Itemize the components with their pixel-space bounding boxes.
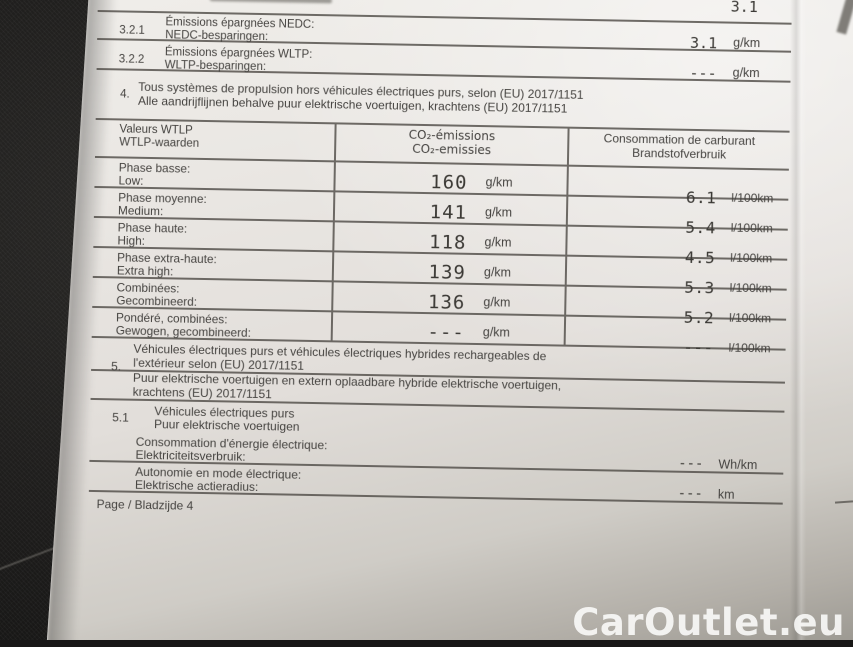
co2-unit: g/km xyxy=(485,174,513,190)
header-col2-nl: CO₂-emissies xyxy=(412,141,492,157)
fuel-unit: l/100km xyxy=(731,190,774,205)
co2-value: 141 xyxy=(429,200,468,224)
row-labels: Combinées: Gecombineerd: xyxy=(92,278,331,310)
row-number: 3.2.2 xyxy=(118,53,145,66)
row-labels: Phase haute: High: xyxy=(93,218,332,250)
co2-unit: g/km xyxy=(484,204,513,220)
fuel-unit: l/100km xyxy=(729,310,772,325)
row-unit: km xyxy=(717,486,735,502)
row-labels: Émissions épargnées NEDC: NEDC-besparing… xyxy=(165,15,314,44)
co2-value: 136 xyxy=(427,290,466,314)
section-4-heading: 4. Tous systèmes de propulsion hors véhi… xyxy=(96,80,790,123)
co2-unit: g/km xyxy=(482,324,511,340)
section-lines: Tous systèmes de propulsion hors véhicul… xyxy=(138,80,584,119)
section-number: 5.1 xyxy=(112,410,130,425)
row-unit: g/km xyxy=(733,35,761,50)
fuel-value: 4.5 xyxy=(684,247,716,267)
row-unit: Wh/km xyxy=(718,456,758,472)
fuel-cell: 6.1 l/100km xyxy=(566,166,789,207)
paper-fold-crease xyxy=(790,0,806,640)
cut-off-text-fragment xyxy=(209,0,332,4)
value-unit: --- Wh/km xyxy=(647,455,783,472)
fuel-unit: l/100km xyxy=(730,220,773,235)
header-col1-nl: WTLP-waarden xyxy=(119,135,200,150)
co2-unit: g/km xyxy=(483,294,511,310)
header-col3-nl: Brandstofverbruik xyxy=(631,145,727,162)
co2-value: 118 xyxy=(428,230,467,254)
row-labels: Phase basse: Low: xyxy=(94,158,333,190)
co2-unit: g/km xyxy=(483,264,512,280)
label-nl: Gewogen, gecombineerd: xyxy=(115,322,252,340)
row-value: --- xyxy=(677,485,704,502)
document-content: 3.1 3.2.1 Émissions épargnées NEDC: NEDC… xyxy=(88,0,792,523)
row-value: --- xyxy=(689,63,717,82)
fuel-unit: l/100km xyxy=(730,250,773,265)
row-labels: Phase moyenne: Medium: xyxy=(94,188,333,220)
co2-cell: --- g/km xyxy=(330,312,565,345)
wltp-values-table: Valeurs WTLP WTLP-waarden CO₂-émissions … xyxy=(91,117,790,357)
section-line-nl: Puur elektrische voertuigen xyxy=(153,417,300,434)
section-5-heading: 5. Véhicules électriques purs et véhicul… xyxy=(90,340,786,413)
co2-value: --- xyxy=(427,320,466,344)
row-labels: Phase extra-haute: Extra high: xyxy=(93,248,332,280)
row-value: --- xyxy=(678,455,704,472)
header-col-fuel: Consommation de carburant Brandstofverbr… xyxy=(566,128,790,169)
fuel-value: 5.3 xyxy=(684,277,715,297)
section-number: 5. xyxy=(111,359,122,374)
header-col-values: Valeurs WTLP WTLP-waarden xyxy=(95,120,335,160)
row-value: 3.1 xyxy=(689,33,718,52)
row-labels: Émissions épargnées WLTP: WLTP-besparing… xyxy=(165,43,313,74)
row-number: 3.2.1 xyxy=(119,24,145,37)
co2-unit: g/km xyxy=(484,234,512,250)
row-unit: g/km xyxy=(732,65,760,80)
co2-value: 160 xyxy=(430,170,468,194)
fuel-value: 5.4 xyxy=(685,217,716,237)
section-lines: Véhicules électriques purs Puur elektris… xyxy=(153,404,300,436)
cut-off-row-value: 3.1 xyxy=(730,0,758,17)
section-number: 4. xyxy=(120,88,130,101)
row-labels: Pondéré, combinées: Gewogen, gecombineer… xyxy=(92,308,331,340)
value-unit: --- km xyxy=(647,485,783,502)
caroutlet-watermark: CarOutlet.eu xyxy=(572,601,845,644)
fuel-unit: l/100km xyxy=(729,280,772,295)
co2-value: 139 xyxy=(428,260,467,284)
